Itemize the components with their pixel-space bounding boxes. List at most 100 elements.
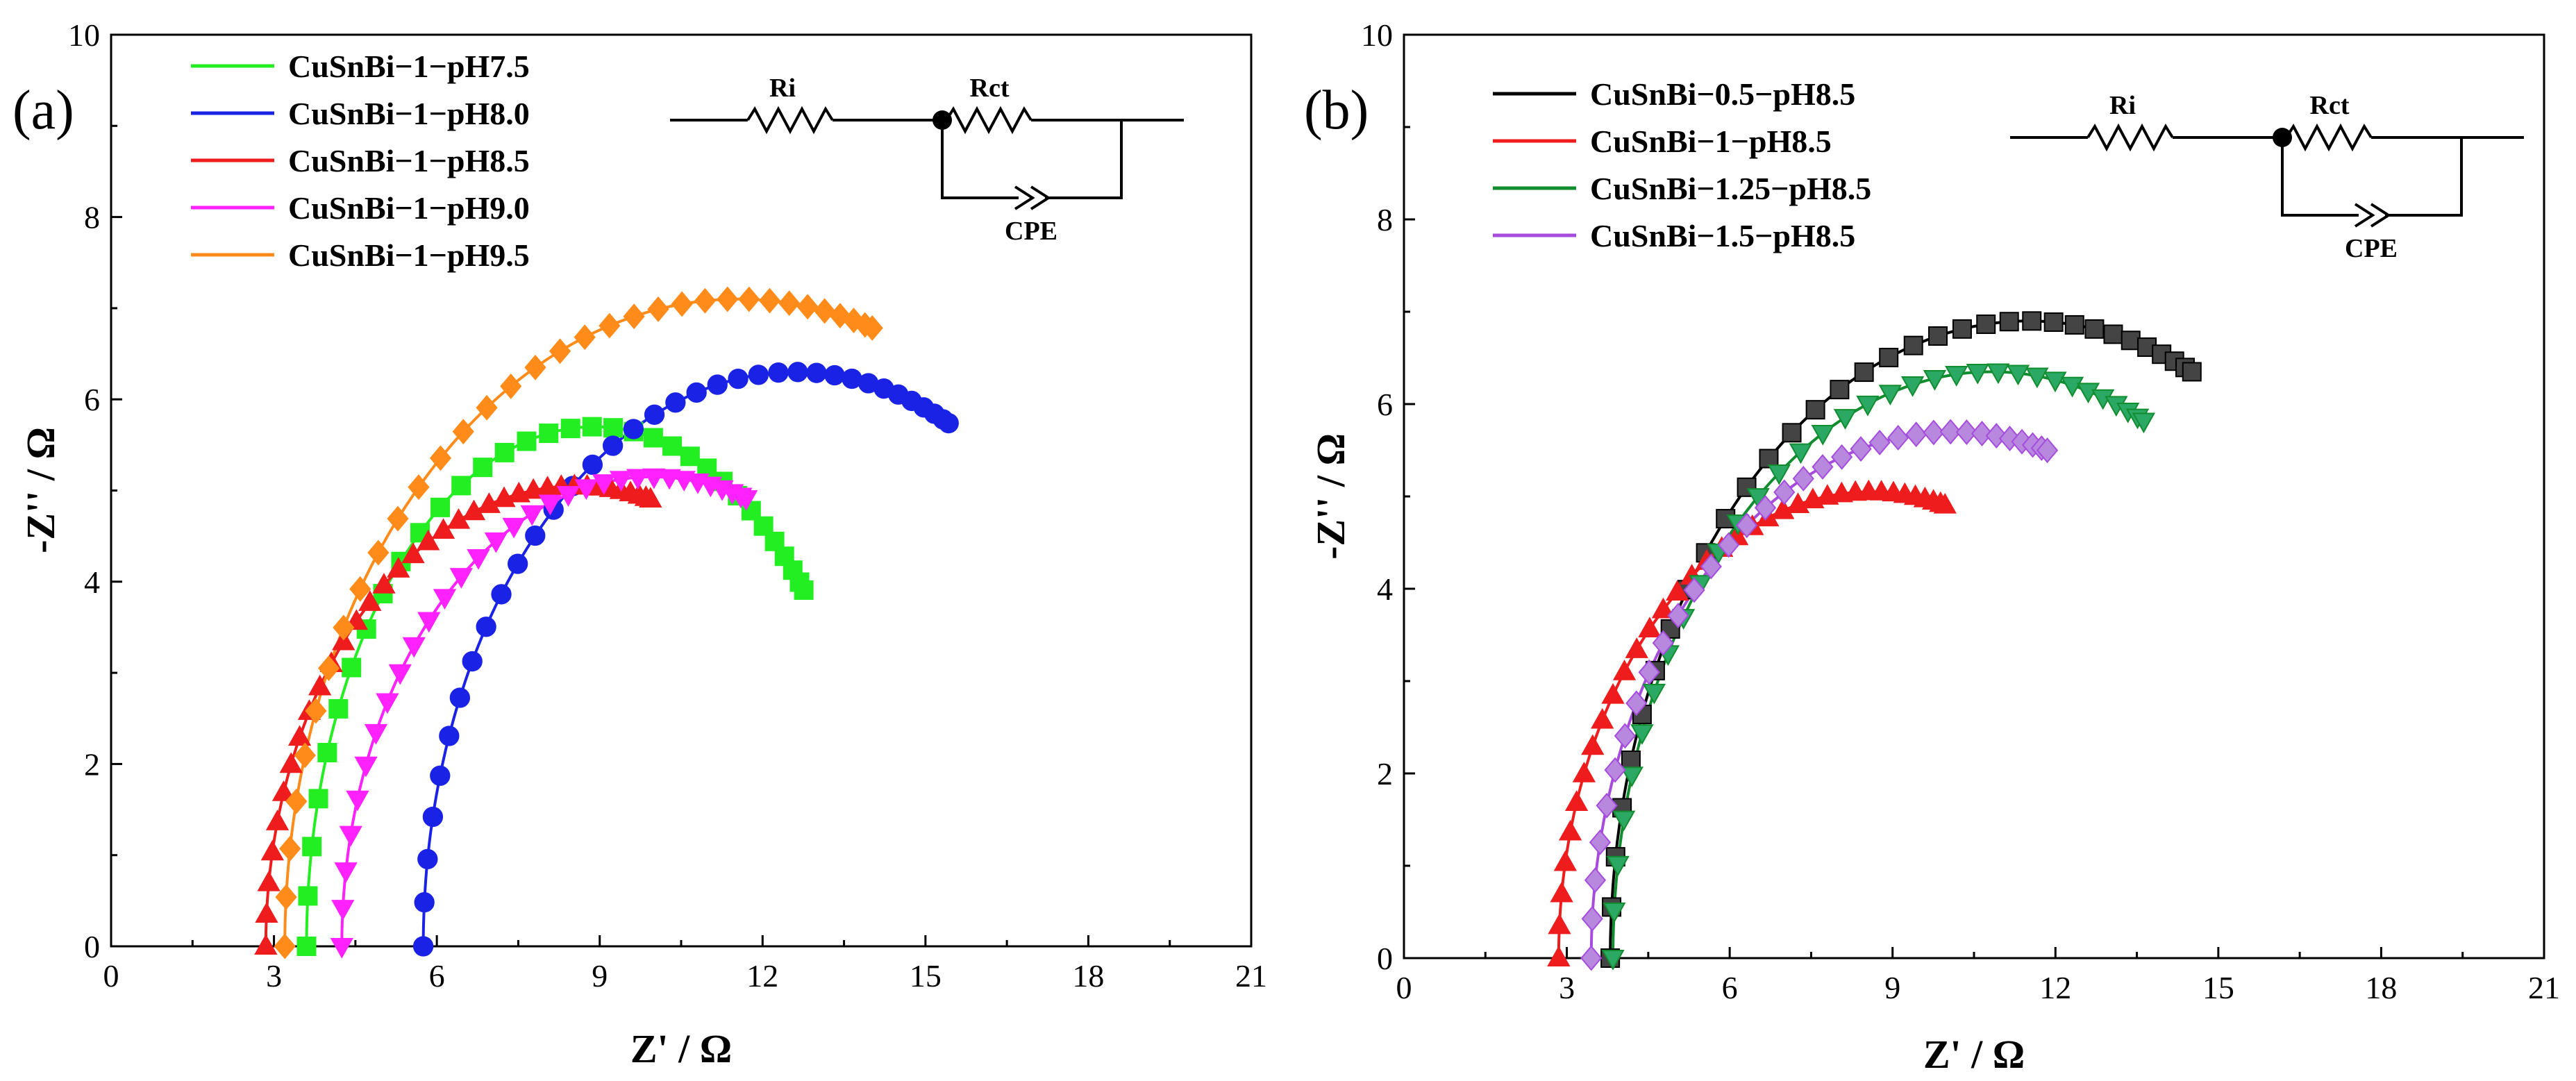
circuit-wire: [2385, 137, 2463, 217]
data-point: [339, 826, 362, 847]
plot-frame: [1403, 33, 2545, 960]
data-point: [387, 505, 409, 532]
data-point: [1856, 395, 1880, 417]
y-tick-label: 0: [1377, 941, 1393, 976]
data-point: [417, 612, 441, 633]
data-point: [1581, 734, 1605, 755]
data-point: [560, 419, 580, 439]
data-point: [1736, 512, 1758, 539]
data-point: [279, 835, 301, 862]
fit-curves: [1557, 319, 2193, 959]
data-point: [1811, 424, 1834, 446]
data-point: [1603, 902, 1626, 923]
data-point: [1987, 363, 2010, 385]
fit-curve: [340, 475, 747, 947]
data-point: [1548, 913, 1571, 935]
data-point: [1900, 376, 1925, 397]
data-point: [1564, 790, 1589, 811]
x-tick-label: 3: [266, 958, 282, 994]
data-point: [2060, 376, 2084, 398]
legend-label: CuSnBi−1.25−pH8.5: [1590, 171, 1871, 206]
data-point: [1589, 829, 1612, 855]
data-point: [1652, 630, 1674, 656]
data-point: [639, 487, 662, 508]
data-point: [1550, 881, 1573, 903]
data-point: [1792, 465, 1814, 492]
data-point: [694, 287, 717, 314]
fit-curve: [1609, 319, 2193, 959]
y-axis-title: -Z'' / Ω: [18, 427, 63, 553]
data-point: [707, 374, 728, 395]
data-point: [665, 392, 686, 413]
data-point: [1945, 366, 1968, 387]
data-point: [1976, 315, 1996, 335]
data-point: [806, 362, 827, 383]
legend-label: CuSnBi−1−pH8.5: [288, 143, 530, 178]
data-point: [417, 529, 440, 551]
circuit-label-cpe: CPE: [2345, 234, 2398, 263]
resistor-ri: [2086, 123, 2174, 152]
y-tick-label: 10: [68, 17, 100, 53]
data-point: [412, 936, 434, 957]
x-tick-label: 12: [746, 958, 778, 994]
data-point: [305, 698, 327, 724]
data-point: [1923, 369, 1947, 391]
data-point: [1547, 946, 1571, 967]
axis-ticks: 0 3 6 9 12 15 18 21 0 2 4 6 8 10: [68, 17, 1267, 994]
x-tick-label: 15: [2202, 970, 2234, 1005]
data-point: [1558, 819, 1582, 841]
data-point: [265, 810, 290, 830]
data-point: [1805, 400, 1825, 420]
data-point: [778, 290, 801, 317]
y-tick-label: 6: [84, 382, 100, 417]
data-point: [333, 614, 355, 641]
data-point: [376, 693, 399, 714]
data-point: [1580, 945, 1603, 971]
data-point: [538, 494, 562, 516]
data-point: [2132, 412, 2156, 434]
data-point: [294, 742, 316, 769]
x-tick-label: 6: [429, 958, 445, 994]
y-tick-label: 4: [84, 564, 100, 600]
data-point: [308, 789, 328, 809]
data-point: [549, 338, 571, 364]
data-point: [643, 428, 663, 448]
data-point: [430, 765, 451, 786]
data-point: [354, 756, 378, 778]
data-point: [735, 490, 758, 511]
data-point: [287, 725, 312, 746]
data-point: [623, 419, 644, 439]
data-point: [2121, 330, 2141, 351]
circuit-wire: [2281, 137, 2359, 217]
data-point: [525, 525, 546, 546]
data-point: [364, 723, 388, 745]
cpe-symbol: [1014, 185, 1035, 210]
data-point: [1933, 492, 1957, 514]
data-point: [2043, 312, 2064, 332]
data-point: [349, 576, 371, 602]
data-point: [1830, 444, 1853, 470]
data-point: [1767, 464, 1791, 485]
data-point: [1782, 423, 1802, 443]
x-tick-label: 6: [1722, 970, 1738, 1005]
data-point: [1878, 385, 1902, 405]
x-axis-title: Z' / Ω: [630, 1026, 732, 1071]
data-point: [285, 788, 308, 814]
data-point: [317, 655, 340, 681]
data-point: [814, 298, 836, 324]
fit-curve: [264, 484, 651, 947]
fit-curve: [1589, 430, 2048, 958]
data-point: [2103, 324, 2123, 344]
legend: CuSnBi−1−pH7.5 CuSnBi−1−pH8.0 CuSnBi−1−pH8…: [191, 49, 530, 273]
circuit-wire: [941, 120, 1019, 199]
x-tick-label: 9: [592, 958, 608, 994]
panel-label: (b): [1304, 80, 1369, 141]
resistor-ri: [746, 106, 834, 135]
data-point: [334, 862, 358, 883]
data-point: [302, 837, 322, 857]
plot-frame: [110, 33, 1253, 948]
data-point: [1612, 660, 1637, 680]
data-point: [1879, 347, 1899, 367]
data-point: [1606, 855, 1630, 877]
data-point: [758, 287, 781, 314]
